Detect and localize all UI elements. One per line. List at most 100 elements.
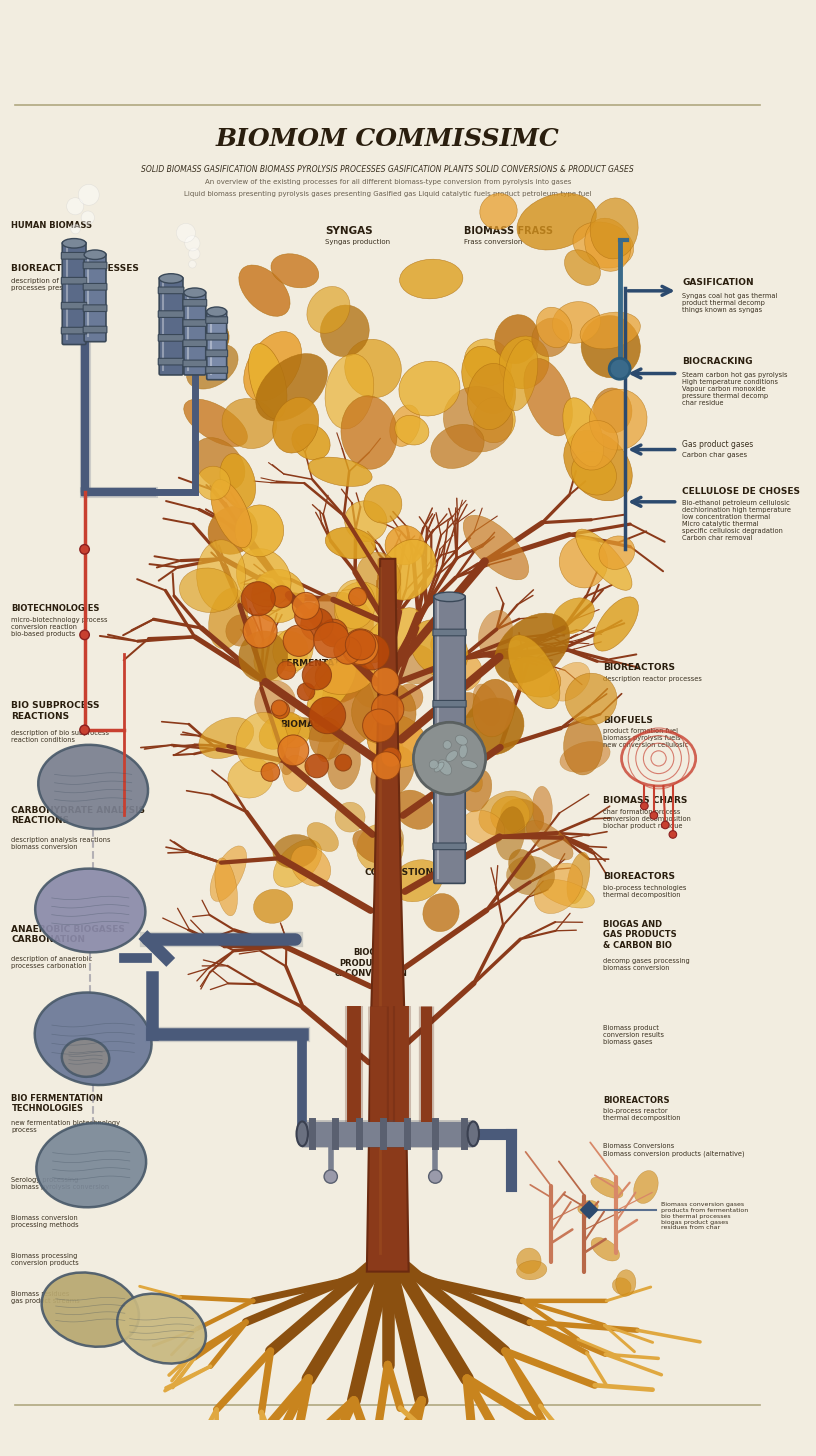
Circle shape (371, 667, 399, 695)
Ellipse shape (564, 431, 632, 501)
Ellipse shape (254, 630, 308, 680)
Circle shape (81, 211, 95, 224)
Text: BIOREACTOR PROCESSES: BIOREACTOR PROCESSES (11, 264, 140, 274)
Ellipse shape (560, 741, 610, 772)
Ellipse shape (184, 399, 247, 447)
Circle shape (345, 629, 375, 660)
FancyBboxPatch shape (83, 284, 107, 290)
Text: BIOGAS AND
GAS PRODUCTS
& CARBON BIO: BIOGAS AND GAS PRODUCTS & CARBON BIO (604, 920, 677, 949)
Ellipse shape (462, 347, 513, 414)
Ellipse shape (443, 741, 451, 748)
Ellipse shape (272, 713, 310, 748)
Ellipse shape (273, 834, 317, 868)
Ellipse shape (429, 760, 438, 769)
Circle shape (414, 722, 486, 795)
Ellipse shape (532, 786, 552, 830)
Ellipse shape (236, 712, 288, 772)
Ellipse shape (578, 1200, 598, 1214)
Ellipse shape (327, 738, 361, 789)
Ellipse shape (565, 673, 617, 725)
FancyBboxPatch shape (433, 772, 466, 779)
Circle shape (278, 735, 308, 766)
Ellipse shape (206, 307, 227, 316)
Ellipse shape (62, 239, 86, 248)
Ellipse shape (381, 539, 436, 600)
Text: BIOFUELS: BIOFUELS (604, 716, 654, 725)
FancyBboxPatch shape (183, 339, 206, 347)
Ellipse shape (464, 339, 512, 386)
Ellipse shape (400, 259, 463, 298)
Circle shape (283, 625, 314, 657)
Ellipse shape (239, 630, 287, 681)
Ellipse shape (455, 693, 481, 718)
Ellipse shape (210, 846, 246, 901)
Text: Biomass conversion gases
products from fermentation
bio thermal processes
biogas: Biomass conversion gases products from f… (660, 1203, 747, 1230)
Circle shape (243, 614, 277, 648)
Circle shape (428, 1171, 442, 1184)
Ellipse shape (379, 821, 404, 850)
Ellipse shape (423, 894, 459, 932)
Text: BIOMASS: BIOMASS (281, 721, 327, 729)
Ellipse shape (37, 1123, 146, 1207)
Ellipse shape (367, 715, 426, 767)
Ellipse shape (352, 680, 416, 744)
Text: description analysis reactions
biomass conversion: description analysis reactions biomass c… (11, 837, 111, 850)
Ellipse shape (359, 607, 419, 664)
Ellipse shape (357, 824, 404, 872)
Text: Liquid biomass presenting pyrolysis gases presenting Gasified gas Liquid catalyt: Liquid biomass presenting pyrolysis gase… (184, 191, 592, 197)
Ellipse shape (431, 633, 458, 662)
Text: bio-process technologies
thermal decomposition: bio-process technologies thermal decompo… (604, 885, 687, 898)
Ellipse shape (438, 760, 451, 775)
FancyBboxPatch shape (62, 242, 86, 345)
FancyBboxPatch shape (184, 291, 206, 376)
Ellipse shape (220, 453, 255, 510)
Ellipse shape (273, 840, 322, 887)
Ellipse shape (462, 769, 492, 812)
Ellipse shape (278, 716, 300, 775)
Ellipse shape (244, 332, 302, 400)
Circle shape (295, 603, 322, 630)
FancyBboxPatch shape (183, 360, 206, 367)
Ellipse shape (42, 1273, 139, 1347)
Ellipse shape (38, 745, 148, 828)
Ellipse shape (353, 665, 384, 708)
Ellipse shape (462, 760, 477, 769)
Ellipse shape (370, 747, 415, 798)
Ellipse shape (390, 644, 438, 684)
Ellipse shape (507, 856, 555, 895)
Ellipse shape (490, 796, 530, 834)
Ellipse shape (563, 397, 604, 467)
Ellipse shape (495, 807, 525, 860)
Text: decomp gases processing
biomass conversion: decomp gases processing biomass conversi… (604, 958, 690, 971)
Ellipse shape (35, 993, 152, 1085)
Ellipse shape (184, 288, 206, 297)
FancyBboxPatch shape (83, 262, 107, 269)
Circle shape (335, 754, 352, 772)
Ellipse shape (199, 718, 254, 759)
Ellipse shape (290, 846, 330, 887)
Ellipse shape (192, 320, 229, 357)
Ellipse shape (480, 194, 517, 230)
Ellipse shape (304, 661, 357, 706)
Circle shape (342, 630, 377, 665)
Ellipse shape (399, 361, 460, 416)
Ellipse shape (508, 849, 535, 879)
Ellipse shape (255, 680, 296, 725)
Text: BIOREACTORS: BIOREACTORS (604, 872, 676, 881)
Ellipse shape (580, 312, 641, 349)
Ellipse shape (228, 757, 273, 798)
FancyBboxPatch shape (206, 367, 228, 373)
FancyBboxPatch shape (206, 349, 228, 357)
Ellipse shape (473, 684, 500, 727)
Ellipse shape (446, 744, 482, 792)
Ellipse shape (564, 716, 603, 775)
Ellipse shape (197, 540, 246, 610)
Text: BIO SUBPROCESS
REACTIONS: BIO SUBPROCESS REACTIONS (11, 702, 100, 721)
Ellipse shape (552, 598, 594, 635)
Ellipse shape (599, 536, 635, 569)
Text: description of bio subprocess
reaction conditions: description of bio subprocess reaction c… (11, 729, 109, 743)
FancyBboxPatch shape (61, 328, 87, 333)
Ellipse shape (364, 485, 401, 523)
FancyBboxPatch shape (158, 335, 184, 341)
Ellipse shape (524, 358, 573, 435)
